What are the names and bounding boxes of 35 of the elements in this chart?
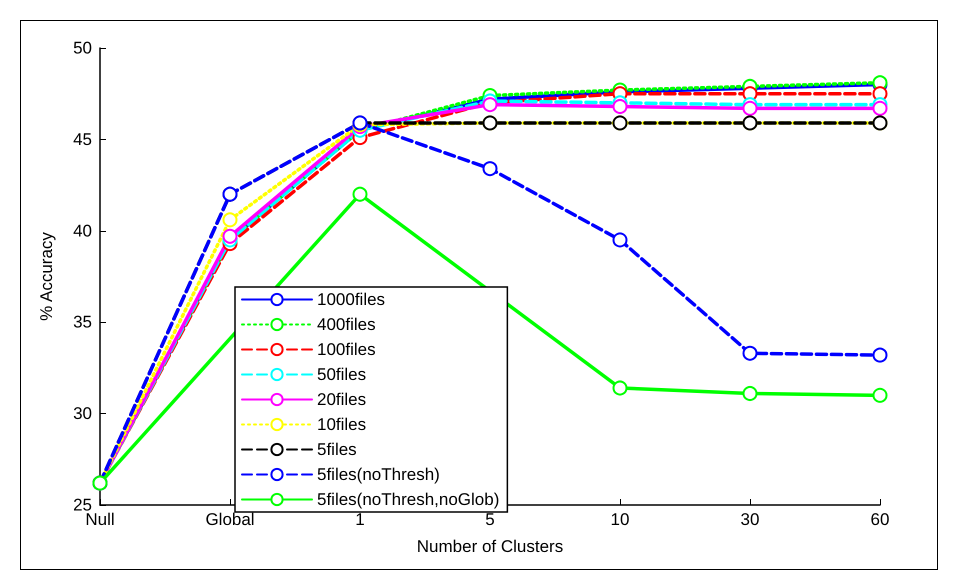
legend-label: 1000files (317, 290, 386, 309)
legend-label: 20files (317, 390, 366, 409)
point (222, 212, 238, 228)
legend-label: 50files (317, 365, 366, 384)
y-tick-label: 50 (73, 38, 92, 58)
point (742, 386, 758, 401)
x-axis-title: Number of Clusters (416, 537, 564, 556)
point (872, 388, 888, 403)
point (872, 348, 888, 363)
y-tick-label: 30 (73, 404, 92, 424)
y-tick-label: 45 (73, 130, 92, 149)
point (612, 99, 628, 114)
legend-label: 5files(noThresh) (317, 465, 440, 484)
point (612, 380, 628, 396)
legend-label: 400files (317, 315, 376, 334)
legend-label: 5files(noThresh,noGlob) (317, 490, 500, 509)
legend-label: 10files (317, 415, 366, 434)
point (872, 100, 888, 116)
point (742, 100, 758, 116)
x-tick-label: 1 (355, 510, 365, 529)
x-tick-label: 60 (870, 510, 890, 529)
point (352, 186, 368, 202)
point (742, 346, 758, 361)
legend-label: 100files (317, 340, 376, 359)
y-tick-label: 40 (73, 221, 92, 240)
x-tick-label: 30 (740, 510, 760, 529)
x-tick-label: Global (205, 510, 255, 529)
point (222, 228, 238, 244)
y-axis-title: % Accuracy (37, 232, 56, 321)
point (612, 232, 628, 248)
x-tick-label: 5 (485, 510, 495, 529)
point (482, 161, 498, 176)
y-tick-label: 35 (73, 312, 92, 332)
x-tick-label: 10 (610, 510, 630, 529)
legend-label: 5files (317, 440, 357, 459)
